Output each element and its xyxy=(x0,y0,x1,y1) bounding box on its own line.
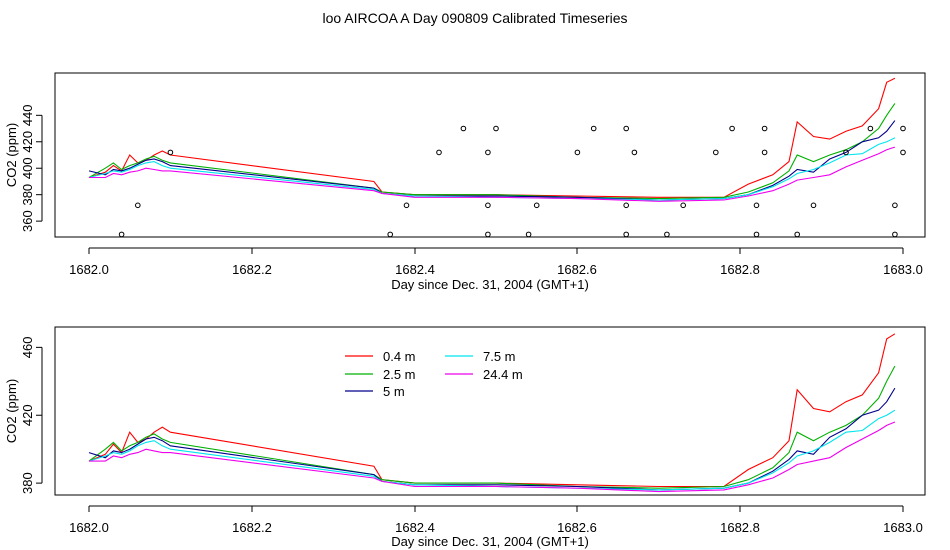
data-point xyxy=(810,202,817,209)
data-point xyxy=(403,202,410,209)
plot-frame xyxy=(54,326,926,496)
data-point xyxy=(713,149,719,156)
data-point xyxy=(892,202,898,209)
data-point xyxy=(533,202,540,209)
data-point xyxy=(631,149,638,156)
x-tick-label: 1682.2 xyxy=(232,262,272,277)
series-line-24-4-m xyxy=(89,421,896,493)
data-point xyxy=(900,125,906,132)
legend: 0.4 m 2.5 m 5 m 7.5 m 24.4 m xyxy=(345,349,523,399)
data-point xyxy=(135,202,141,209)
series-line-5-m xyxy=(88,120,896,201)
series-line-24-4-m xyxy=(89,146,896,202)
data-point xyxy=(485,231,491,238)
x-tick-label: 1682.0 xyxy=(69,520,109,535)
data-point xyxy=(623,202,630,209)
x-axis-label: Day since Dec. 31, 2004 (GMT+1) xyxy=(391,534,589,549)
data-point xyxy=(867,125,874,132)
legend-label: 5 m xyxy=(383,384,405,399)
x-axis-label: Day since Dec. 31, 2004 (GMT+1) xyxy=(391,277,589,292)
data-point xyxy=(753,231,760,238)
data-point xyxy=(167,149,174,156)
plot-panel-1: 1682.0 1682.2 1682.4 1682.6 1682.8 1683.0 Day … xyxy=(4,72,926,292)
y-axis-label: CO2 (ppm) xyxy=(4,123,19,187)
page-title: loo AIRCOA A Day 090809 Calibrated Times… xyxy=(322,10,628,26)
data-point xyxy=(574,149,581,156)
data-point xyxy=(892,231,898,238)
data-point xyxy=(623,231,630,238)
x-tick-label: 1682.2 xyxy=(232,520,272,535)
x-tick-label: 1682.0 xyxy=(69,262,109,277)
series-line-2-5-m xyxy=(88,365,896,489)
data-point xyxy=(460,125,467,132)
plot-frame xyxy=(54,72,926,238)
legend-label: 7.5 m xyxy=(483,349,516,364)
series-line-2-5-m xyxy=(88,103,896,200)
data-point xyxy=(387,231,394,238)
y-tick-label: 420 xyxy=(20,404,35,426)
data-point xyxy=(761,125,768,132)
x-tick-label: 1682.6 xyxy=(557,520,597,535)
data-point xyxy=(525,231,532,238)
y-axis-label: CO2 (ppm) xyxy=(4,379,19,443)
legend-label: 2.5 m xyxy=(383,367,416,382)
x-tick-label: 1682.4 xyxy=(395,262,435,277)
data-point xyxy=(623,125,630,132)
legend-label: 0.4 m xyxy=(383,349,416,364)
data-point xyxy=(485,149,491,156)
legend-label: 24.4 m xyxy=(483,367,523,382)
x-tick-label: 1682.4 xyxy=(395,520,435,535)
data-point xyxy=(843,149,849,156)
data-point xyxy=(900,149,906,156)
y-tick-label: 380 xyxy=(20,184,35,206)
y-tick-label: 380 xyxy=(20,472,35,494)
x-tick-label: 1683.0 xyxy=(883,520,923,535)
data-point xyxy=(729,125,735,132)
data-point xyxy=(794,231,801,238)
data-point xyxy=(118,231,125,238)
x-tick-label: 1682.6 xyxy=(557,262,597,277)
series-line-5-m xyxy=(88,387,896,491)
y-tick-label: 400 xyxy=(20,157,35,179)
data-point xyxy=(680,202,687,209)
y-tick-label: 460 xyxy=(20,337,35,359)
series-line-0-4-m xyxy=(88,77,896,198)
x-tick-label: 1682.8 xyxy=(720,262,760,277)
data-point xyxy=(485,202,491,209)
data-point xyxy=(753,202,760,209)
data-point xyxy=(493,125,499,132)
x-tick-label: 1683.0 xyxy=(883,262,923,277)
x-tick-label: 1682.8 xyxy=(720,520,760,535)
data-point xyxy=(664,231,670,238)
plot-panel-2: 1682.0 1682.2 1682.4 1682.6 1682.8 1683.0 Day … xyxy=(4,326,926,549)
data-point xyxy=(436,149,442,156)
data-point xyxy=(590,125,597,132)
y-tick-label: 440 xyxy=(20,104,35,126)
y-tick-label: 360 xyxy=(20,210,35,232)
series-line-0-4-m xyxy=(88,333,896,488)
data-point xyxy=(761,149,768,156)
y-tick-label: 420 xyxy=(20,131,35,153)
